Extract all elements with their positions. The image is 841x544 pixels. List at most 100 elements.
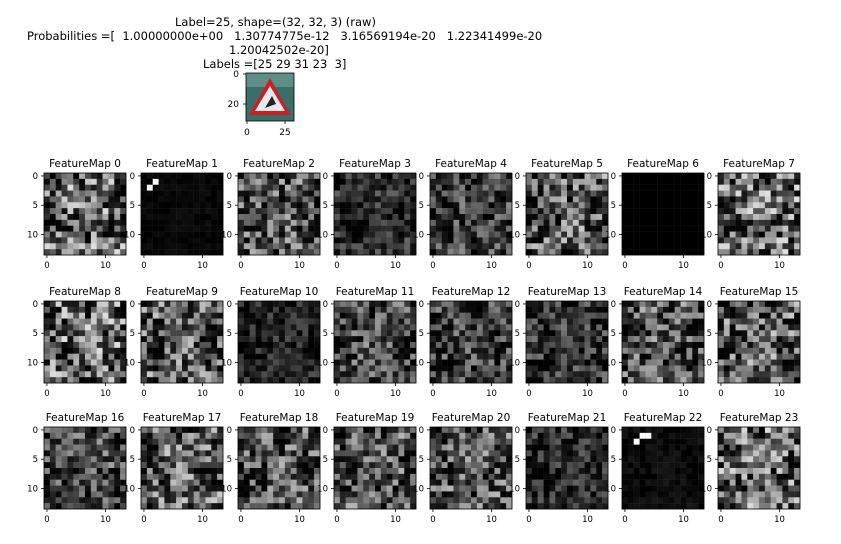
heatmap-cell bbox=[776, 491, 783, 498]
heatmap-cell bbox=[158, 243, 165, 250]
heatmap-cell bbox=[152, 377, 159, 384]
heatmap-cell bbox=[680, 450, 687, 457]
heatmap-cell bbox=[692, 432, 699, 439]
heatmap-cell bbox=[602, 173, 609, 180]
heatmap-cell bbox=[753, 301, 760, 308]
heatmap-cell bbox=[55, 485, 62, 492]
heatmap-cell bbox=[692, 438, 699, 445]
x-tick-label: 0 bbox=[430, 389, 435, 399]
heatmap-cell bbox=[506, 196, 513, 203]
heatmap-cell bbox=[102, 427, 109, 434]
heatmap-cell bbox=[770, 353, 777, 360]
heatmap-cell bbox=[85, 353, 92, 360]
heatmap-cell bbox=[543, 371, 550, 378]
heatmap-cell bbox=[447, 214, 454, 221]
heatmap-cell bbox=[555, 324, 562, 331]
heatmap-cell bbox=[102, 462, 109, 469]
heatmap-cell bbox=[627, 249, 634, 256]
heatmap-cell bbox=[482, 427, 489, 434]
heatmap-cell bbox=[651, 462, 658, 469]
heatmap-cell bbox=[302, 184, 309, 191]
heatmap-cell bbox=[735, 231, 742, 238]
heatmap-cell bbox=[108, 324, 115, 331]
heatmap-cell bbox=[627, 208, 634, 215]
heatmap-cell bbox=[267, 202, 274, 209]
heatmap-cell bbox=[584, 456, 591, 463]
heatmap-cell bbox=[590, 243, 597, 250]
heatmap-cell bbox=[308, 184, 315, 191]
heatmap-cell bbox=[430, 456, 437, 463]
heatmap-cell bbox=[386, 330, 393, 337]
heatmap-cell bbox=[471, 377, 478, 384]
heatmap-cell bbox=[176, 237, 183, 244]
heatmap-cell bbox=[651, 468, 658, 475]
heatmap-cell bbox=[627, 306, 634, 313]
heatmap-cell bbox=[572, 336, 579, 343]
heatmap-cell bbox=[217, 237, 224, 244]
heatmap-cell bbox=[482, 301, 489, 308]
heatmap-cell bbox=[108, 491, 115, 498]
heatmap-cell bbox=[788, 432, 795, 439]
heatmap-cell bbox=[267, 330, 274, 337]
heatmap-cell bbox=[488, 190, 495, 197]
heatmap-cell bbox=[67, 444, 74, 451]
heatmap-cell bbox=[627, 312, 634, 319]
heatmap-cell bbox=[249, 353, 256, 360]
heatmap-cell bbox=[686, 342, 693, 349]
heatmap-cell bbox=[441, 318, 448, 325]
heatmap-cell bbox=[273, 336, 280, 343]
heatmap-cell bbox=[170, 353, 177, 360]
heatmap-cell bbox=[334, 324, 341, 331]
probabilities-line-continued: 1.20042502e-20] bbox=[229, 43, 329, 57]
heatmap-cell bbox=[500, 365, 507, 372]
heatmap-cell bbox=[290, 503, 297, 510]
heatmap-cell bbox=[114, 462, 121, 469]
heatmap-cell bbox=[633, 214, 640, 221]
heatmap-cell bbox=[471, 347, 478, 354]
heatmap-cell bbox=[55, 249, 62, 256]
heatmap-cell bbox=[482, 371, 489, 378]
heatmap-cell bbox=[238, 371, 245, 378]
heatmap-cell bbox=[211, 306, 218, 313]
heatmap-cell bbox=[459, 184, 466, 191]
heatmap-cell bbox=[314, 178, 321, 185]
heatmap-cell bbox=[770, 462, 777, 469]
heatmap-cell bbox=[453, 330, 460, 337]
heatmap-cell bbox=[49, 462, 56, 469]
heatmap-cell bbox=[674, 427, 681, 434]
heatmap-cell bbox=[639, 438, 646, 445]
heatmap-cell bbox=[410, 473, 417, 480]
y-tick-label: 10 bbox=[701, 359, 712, 369]
heatmap-cell bbox=[453, 462, 460, 469]
heatmap-cell bbox=[572, 371, 579, 378]
heatmap-cell bbox=[261, 377, 268, 384]
heatmap-cell bbox=[314, 219, 321, 226]
heatmap-cell bbox=[627, 438, 634, 445]
heatmap-cell bbox=[267, 324, 274, 331]
heatmap-cell bbox=[590, 196, 597, 203]
heatmap-cell bbox=[596, 450, 603, 457]
heatmap-cell bbox=[602, 324, 609, 331]
heatmap-cell bbox=[447, 432, 454, 439]
heatmap-cell bbox=[90, 237, 97, 244]
heatmap-cell bbox=[723, 432, 730, 439]
heatmap-cell bbox=[430, 219, 437, 226]
heatmap-cell bbox=[273, 190, 280, 197]
heatmap-cell bbox=[488, 202, 495, 209]
heatmap-cell bbox=[243, 438, 250, 445]
heatmap-cell bbox=[627, 184, 634, 191]
heatmap-cell bbox=[471, 237, 478, 244]
heatmap-cell bbox=[735, 359, 742, 366]
heatmap-cell bbox=[108, 485, 115, 492]
heatmap-cell bbox=[686, 491, 693, 498]
heatmap-cell bbox=[459, 432, 466, 439]
heatmap-cell bbox=[176, 427, 183, 434]
heatmap-cell bbox=[549, 503, 556, 510]
heatmap-cell bbox=[596, 196, 603, 203]
heatmap-cell bbox=[543, 219, 550, 226]
heatmap-cell bbox=[764, 371, 771, 378]
heatmap-cell bbox=[146, 173, 153, 180]
heatmap-cell bbox=[73, 306, 80, 313]
heatmap-cell bbox=[698, 324, 705, 331]
heatmap-cell bbox=[747, 438, 754, 445]
